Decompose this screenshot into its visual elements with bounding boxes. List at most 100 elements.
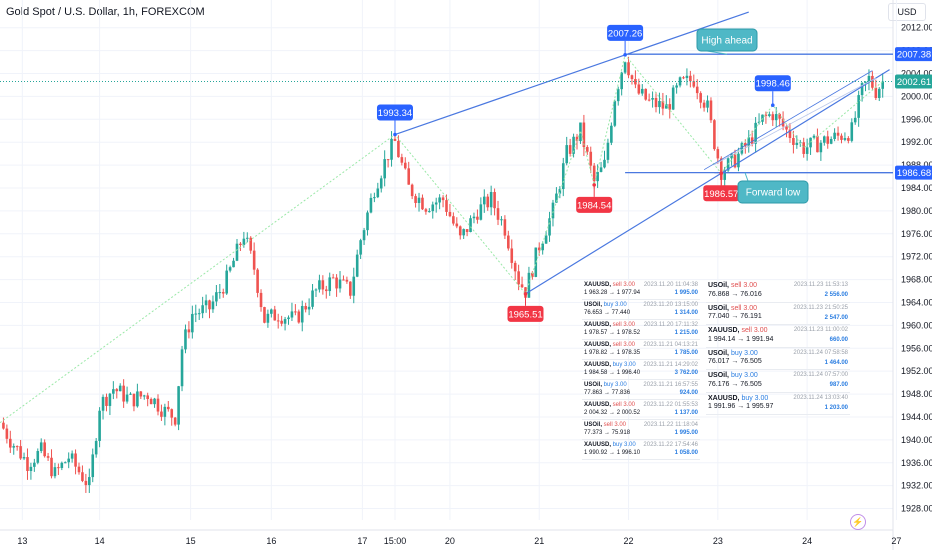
candle-body [850,122,854,141]
pivot-dot [592,183,596,187]
candle-body [627,62,630,76]
candle-body [33,462,36,467]
y-tick-label: 1960.000 [901,320,932,330]
candle-body [706,100,709,108]
trade-symbol: USOil, [584,382,604,388]
candle-body [2,422,5,429]
trade-row: XAUUSD, buy 3.00 1 984.58 → 1 996.40 2023.… [582,360,700,380]
candle-body [620,72,623,90]
candle-body [558,189,562,194]
candle-body [270,309,273,314]
trade-profit: 1 215.00 [674,329,698,336]
candle-body [709,100,713,121]
trade-row: USOil, buy 3.00 76.176 → 76.505 2023.11.24… [706,370,850,393]
candle-body [304,306,307,310]
candle-body [623,62,627,73]
trade-profit: 1 137.00 [674,409,698,416]
trade-row: USOil, sell 3.00 77.373 → 75.918 2023.11.2… [582,420,700,440]
candle-body [335,277,338,289]
candle-body [424,209,428,212]
price-axis-label: 2002.61 [897,77,931,88]
overlays: 1993.34 2007.26 1998.46 1984.54 1986.57 1965.… [0,11,893,424]
trade-time: 2023.11.21 16:57:55 [643,382,698,388]
candle-body [661,100,665,109]
candle-body [149,399,153,405]
candle-body [314,289,318,291]
x-tick-label: 13 [17,536,27,546]
candle-body [290,311,294,318]
candle-body [318,280,321,290]
candle-body [208,300,211,310]
candle-body [156,398,160,412]
y-tick-label: 1956.000 [901,343,932,353]
currency-button[interactable]: USD [888,3,926,21]
candle-body [805,147,809,154]
candles [2,56,884,493]
y-tick-label: 2012.000 [901,23,932,33]
trade-symbol: XAUUSD, [584,282,613,288]
trade-row: XAUUSD, sell 3.00 1 978.57 → 1 978.52 2023… [582,320,700,340]
candle-body [719,158,723,180]
candle-body [215,292,218,302]
candle-body [173,417,177,425]
trade-prices: 1 978.57 → 1 978.52 [584,329,641,336]
candle-body [180,349,184,387]
candle-body [493,192,496,209]
candle-body [809,137,812,148]
trade-profit: 1 995.00 [674,429,698,436]
trade-profit: 3 762.00 [674,369,698,376]
trade-history-panel-small: XAUUSD, sell 3.00 1 963.28 → 1 977.94 2023… [582,280,700,460]
candle-body [287,317,290,320]
x-tick-label: 27 [891,536,901,546]
candle-body [489,192,493,208]
candle-body [647,99,651,101]
candle-body [39,442,43,452]
candle-body [428,211,431,213]
trade-row: XAUUSD, sell 3.00 1 978.82 → 1 978.35 2023… [582,340,700,360]
trade-side: sell 3.00 [612,402,636,408]
candle-body [252,250,256,270]
candle-body [572,136,575,154]
candle-body [500,219,503,221]
y-tick-label: 2004.000 [901,69,932,79]
candle-body [9,438,12,448]
x-tick-label: 21 [534,536,544,546]
candle-body [455,223,459,227]
candle-body [613,101,617,126]
trade-time: 2023.11.22 17:54:46 [643,442,698,448]
pivot-label-bg [376,104,413,121]
candle-body [321,280,325,290]
y-tick-label: 1948.000 [901,389,932,399]
y-tick-label: 1940.000 [901,435,932,445]
candle-body [225,270,228,294]
candle-body [417,197,421,203]
candle-body [232,260,235,268]
candle-body [228,267,232,271]
candle-body [452,216,455,224]
candle-body [634,79,637,85]
candle-body [414,196,417,203]
candle-body [757,121,761,123]
candle-body [29,466,33,472]
lightning-icon[interactable]: ⚡ [850,514,866,530]
candle-body [204,300,208,306]
pivot-dot [770,103,775,108]
price-labels: 2007.38 2002.61 1986.68 [895,47,932,180]
candle-body [599,167,603,172]
trade-time: 2023.11.22 11:18:04 [643,422,698,428]
y-tick-label: 1988.000 [901,160,932,170]
candle-body [355,254,359,277]
annotation-box [696,28,758,52]
pivot-label: 1984.54 [577,200,611,211]
candle-body [362,230,366,241]
candle-body [616,89,620,102]
candle-body [788,129,792,138]
candle-body [170,409,174,418]
candle-body [393,138,397,141]
candle-body [561,163,565,190]
annotation-callout: Forward low [737,172,809,204]
trade-prices: 76.017 → 76.505 [708,358,762,366]
y-tick-label: 1944.000 [901,412,932,422]
y-tick-label: 1952.000 [901,366,932,376]
